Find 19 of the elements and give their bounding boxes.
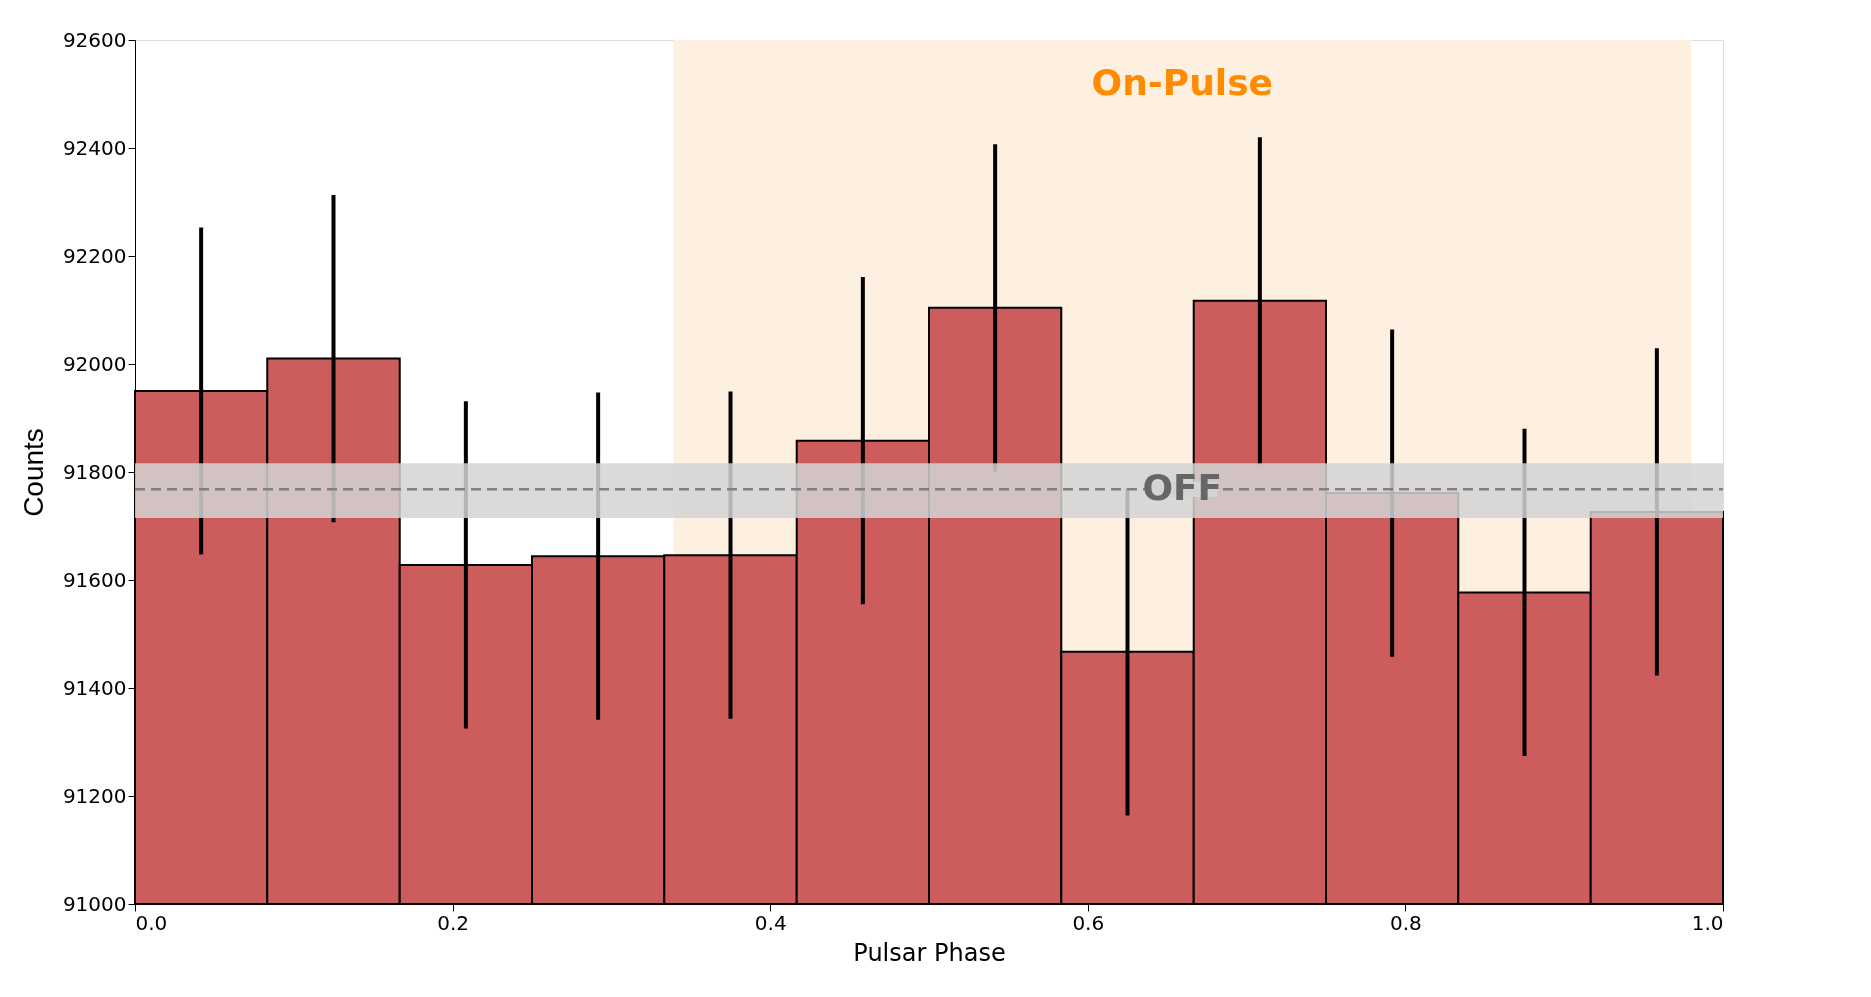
x-tick-label: 0.2: [437, 910, 470, 935]
y-tick-label: 91000: [62, 891, 127, 916]
x-tick-label: 0.8: [1389, 910, 1422, 935]
x-axis-title: Pulsar Phase: [853, 938, 1006, 967]
band-label: On-Pulse: [1091, 62, 1273, 103]
y-axis-title: Counts: [17, 428, 49, 517]
x-tick-label: 1.0: [1691, 910, 1724, 935]
y-tick-label: 91200: [62, 783, 127, 808]
x-tick-label: 0.6: [1072, 910, 1105, 935]
y-tick-label: 92400: [62, 135, 127, 160]
y-tick-label: 91600: [62, 567, 127, 592]
y-tick-label: 92600: [62, 27, 127, 52]
ref-line-label: OFF: [1142, 467, 1223, 509]
x-tick-label: 0.0: [135, 910, 168, 935]
x-tick-label: 0.4: [754, 910, 787, 935]
y-tick-label: 91800: [62, 459, 127, 484]
y-tick-label: 92200: [62, 243, 127, 268]
y-tick-label: 92000: [62, 351, 127, 376]
y-tick-label: 91400: [62, 675, 127, 700]
